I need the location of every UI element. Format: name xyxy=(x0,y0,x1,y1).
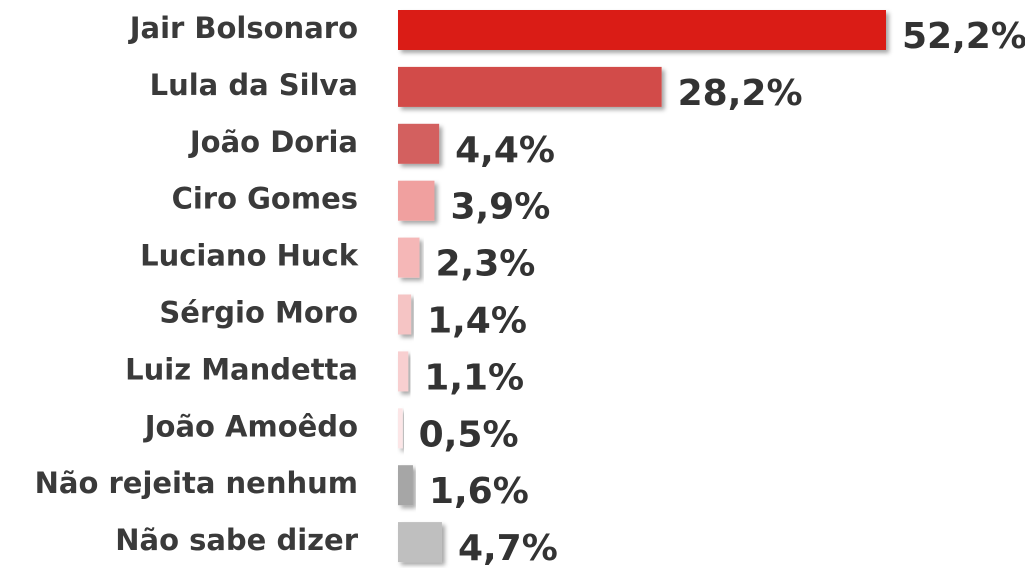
bar xyxy=(398,123,440,164)
value-label: 28,2% xyxy=(678,73,803,114)
category-label: Jair Bolsonaro xyxy=(128,11,358,45)
category-label: João Doria xyxy=(188,125,358,159)
category-label: Sérgio Moro xyxy=(159,296,358,330)
bar xyxy=(398,66,662,107)
value-label: 0,5% xyxy=(419,414,519,455)
value-label: 2,3% xyxy=(436,244,536,285)
category-label: Lula da Silva xyxy=(150,68,358,102)
value-label: 1,4% xyxy=(427,301,527,342)
category-label: Ciro Gomes xyxy=(172,182,358,216)
bar xyxy=(398,351,409,392)
value-label: 4,7% xyxy=(458,528,558,568)
bar xyxy=(398,522,442,563)
bar xyxy=(398,465,413,506)
value-label: 1,1% xyxy=(424,357,524,398)
bar xyxy=(398,237,420,278)
bar xyxy=(398,408,403,449)
value-label: 4,4% xyxy=(455,130,555,171)
value-label: 1,6% xyxy=(429,471,529,512)
bar xyxy=(398,10,886,50)
category-label: Luciano Huck xyxy=(140,239,359,273)
category-label: Luiz Mandetta xyxy=(125,352,358,386)
bar xyxy=(398,180,435,221)
value-label: 52,2% xyxy=(902,16,1025,57)
value-label: 3,9% xyxy=(450,187,550,228)
category-label: Não sabe dizer xyxy=(115,523,358,557)
category-label: Não rejeita nenhum xyxy=(35,466,358,500)
bar xyxy=(398,294,412,335)
category-label: João Amoêdo xyxy=(143,409,358,443)
